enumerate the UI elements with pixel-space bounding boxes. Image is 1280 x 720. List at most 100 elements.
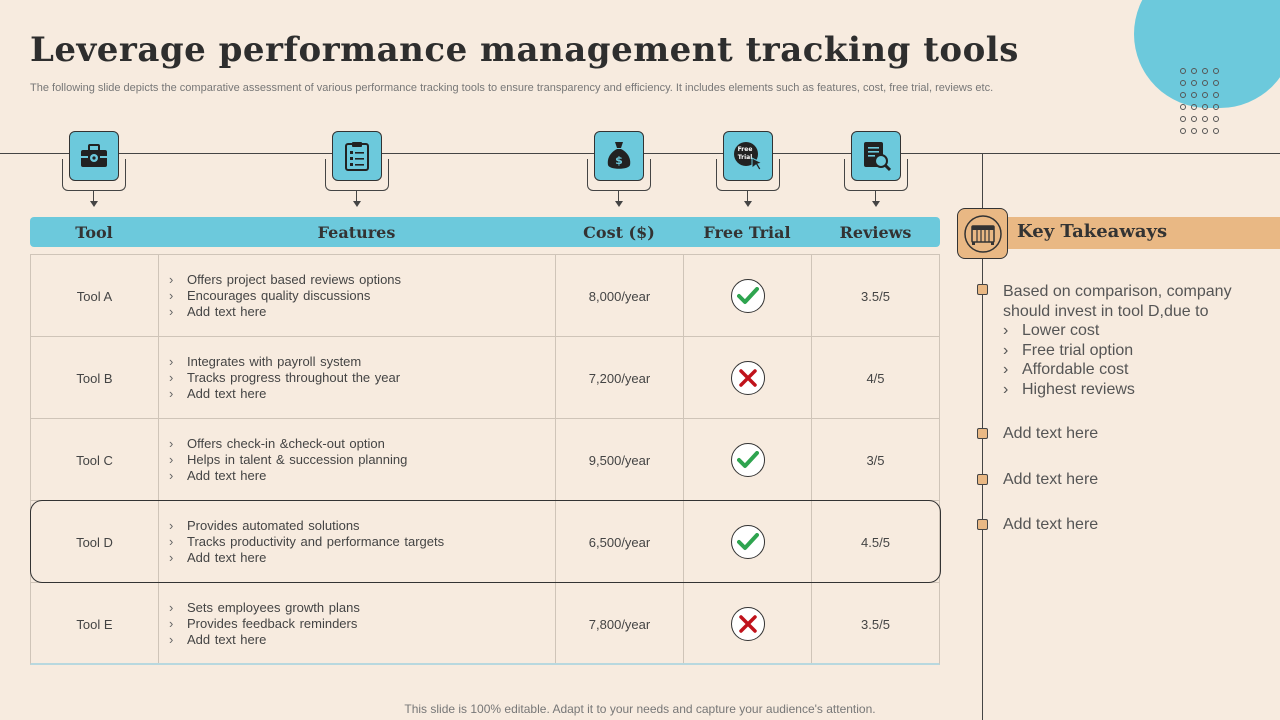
feature-item: › Encourages quality discussions — [169, 288, 401, 304]
features-cell: › Offers check-in &check-out option › Helps… — [159, 419, 555, 501]
chevron-right-icon: › — [169, 354, 174, 369]
feature-text: Encourages quality discussions — [187, 288, 371, 303]
feature-item: › Offers project based reviews options — [169, 272, 401, 288]
feature-text: Add text here — [187, 632, 267, 647]
chevron-right-icon: › — [169, 534, 174, 549]
cost-cell: 9,500/year — [588, 452, 651, 468]
comparison-table — [30, 254, 940, 665]
reviews-cell: 4.5/5 — [861, 534, 890, 550]
table-row: Tool A › Offers project based reviews opti… — [31, 255, 939, 337]
cost-cell: 7,200/year — [588, 370, 651, 386]
feature-text: Sets employees growth plans — [187, 600, 360, 615]
table-row: Tool C › Offers check-in &check-out option… — [31, 419, 939, 501]
check-icon — [730, 279, 765, 313]
free-trial-icon: Free Trial — [723, 131, 773, 181]
checklist-icon — [332, 131, 382, 181]
features-cell: › Sets employees growth plans › Provides fe… — [159, 583, 555, 665]
tool-name: Tool C — [76, 452, 113, 468]
takeaway-item: Add text here — [1003, 425, 1099, 442]
header-cost: Cost ($) — [583, 223, 655, 242]
table-row: Tool B › Integrates with payroll system › Tr… — [31, 337, 939, 419]
cost-cell: 6,500/year — [588, 534, 651, 550]
cost-column-icon: $ — [587, 131, 651, 211]
svg-text:Free: Free — [738, 146, 753, 153]
cost-cell: 7,800/year — [588, 616, 651, 632]
page-subtitle: The following slide depicts the comparat… — [30, 82, 994, 94]
chevron-right-icon: › — [169, 304, 174, 319]
feature-item: › Sets employees growth plans — [169, 600, 360, 616]
reviews-cell: 3/5 — [866, 452, 885, 468]
takeaway-intro-line: should invest in tool D,due to — [1003, 302, 1209, 320]
takeaway-item: Add text here — [1003, 516, 1099, 533]
feature-text: Tracks productivity and performance targ… — [187, 534, 445, 549]
tool-name: Tool D — [76, 534, 113, 550]
feature-item: › Integrates with payroll system — [169, 354, 400, 370]
features-list: › Provides automated solutions › Tracks pro… — [169, 518, 444, 566]
takeaway-reason: › Affordable cost — [1003, 361, 1129, 378]
takeaway-reason: › Highest reviews — [1003, 380, 1135, 398]
features-list: › Offers project based reviews options › En… — [169, 272, 401, 320]
cross-icon — [730, 361, 765, 395]
features-cell: › Integrates with payroll system › Tracks p… — [159, 337, 555, 419]
chevron-right-icon: › — [169, 616, 174, 631]
free-trial-cell — [684, 255, 811, 337]
feature-text: Integrates with payroll system — [187, 354, 362, 369]
tool-name: Tool B — [76, 370, 113, 386]
table-header: Tool Features Cost ($) Free Trial Review… — [30, 217, 940, 247]
chevron-right-icon: › — [169, 386, 174, 401]
feature-item: › Tracks progress throughout the year — [169, 370, 400, 386]
feature-text: Offers project based reviews options — [187, 272, 402, 287]
check-icon — [730, 443, 765, 477]
feature-item: › Add text here — [169, 304, 401, 320]
features-list: › Integrates with payroll system › Tracks p… — [169, 354, 400, 402]
feature-text: Add text here — [187, 550, 267, 565]
reviews-cell: 3.5/5 — [861, 288, 890, 304]
key-takeaways-bar — [1005, 217, 1280, 249]
header-tool: Tool — [75, 223, 113, 242]
features-cell: › Offers project based reviews options › En… — [159, 255, 555, 337]
header-features: Features — [317, 223, 396, 242]
free-trial-cell — [684, 583, 811, 665]
chevron-right-icon: › — [169, 436, 174, 451]
header-free-trial: Free Trial — [703, 223, 791, 242]
feature-item: › Offers check-in &check-out option — [169, 436, 407, 452]
page-title: Leverage performance management tracking… — [30, 30, 1019, 70]
feature-item: › Provides automated solutions — [169, 518, 444, 534]
cabinet-icon — [957, 208, 1008, 259]
cost-cell: 8,000/year — [588, 288, 651, 304]
review-document-icon — [851, 131, 901, 181]
feature-item: › Add text here — [169, 632, 360, 648]
feature-text: Provides automated solutions — [187, 518, 360, 533]
takeaway-reason: › Lower cost — [1003, 322, 1100, 339]
feature-item: › Helps in talent & succession planning — [169, 452, 407, 468]
features-list: › Offers check-in &check-out option › Helps… — [169, 436, 407, 484]
takeaway-intro-line: Based on comparison, company — [1003, 283, 1232, 300]
feature-text: Add text here — [187, 304, 267, 319]
feature-text: Add text here — [187, 386, 267, 401]
svg-text:Trial: Trial — [738, 154, 753, 161]
chevron-right-icon: › — [169, 550, 174, 565]
free-trial-cell — [684, 419, 811, 501]
toolbox-icon — [69, 131, 119, 181]
features-list: › Sets employees growth plans › Provides fe… — [169, 600, 360, 648]
takeaway-bullet — [977, 428, 988, 439]
chevron-right-icon: › — [169, 452, 174, 467]
key-takeaways-title: Key Takeaways — [1017, 221, 1168, 242]
svg-text:$: $ — [615, 154, 623, 167]
table-row: Tool E › Sets employees growth plans › Provi… — [31, 583, 939, 665]
tool-name: Tool E — [76, 616, 113, 632]
takeaway-bullet — [977, 474, 988, 485]
takeaway-bullet — [977, 519, 988, 530]
reviews-cell: 4/5 — [866, 370, 885, 386]
feature-item: › Add text here — [169, 550, 444, 566]
feature-item: › Add text here — [169, 468, 407, 484]
feature-text: Helps in talent & succession planning — [187, 452, 408, 467]
header-reviews: Reviews — [839, 223, 912, 242]
takeaway-reason: › Free trial option — [1003, 341, 1134, 359]
feature-item: › Provides feedback reminders — [169, 616, 360, 632]
free-trial-cell — [684, 501, 811, 583]
features-column-icon — [325, 131, 389, 211]
reviews-cell: 3.5/5 — [861, 616, 890, 632]
chevron-right-icon: › — [169, 600, 174, 615]
chevron-right-icon: › — [169, 518, 174, 533]
